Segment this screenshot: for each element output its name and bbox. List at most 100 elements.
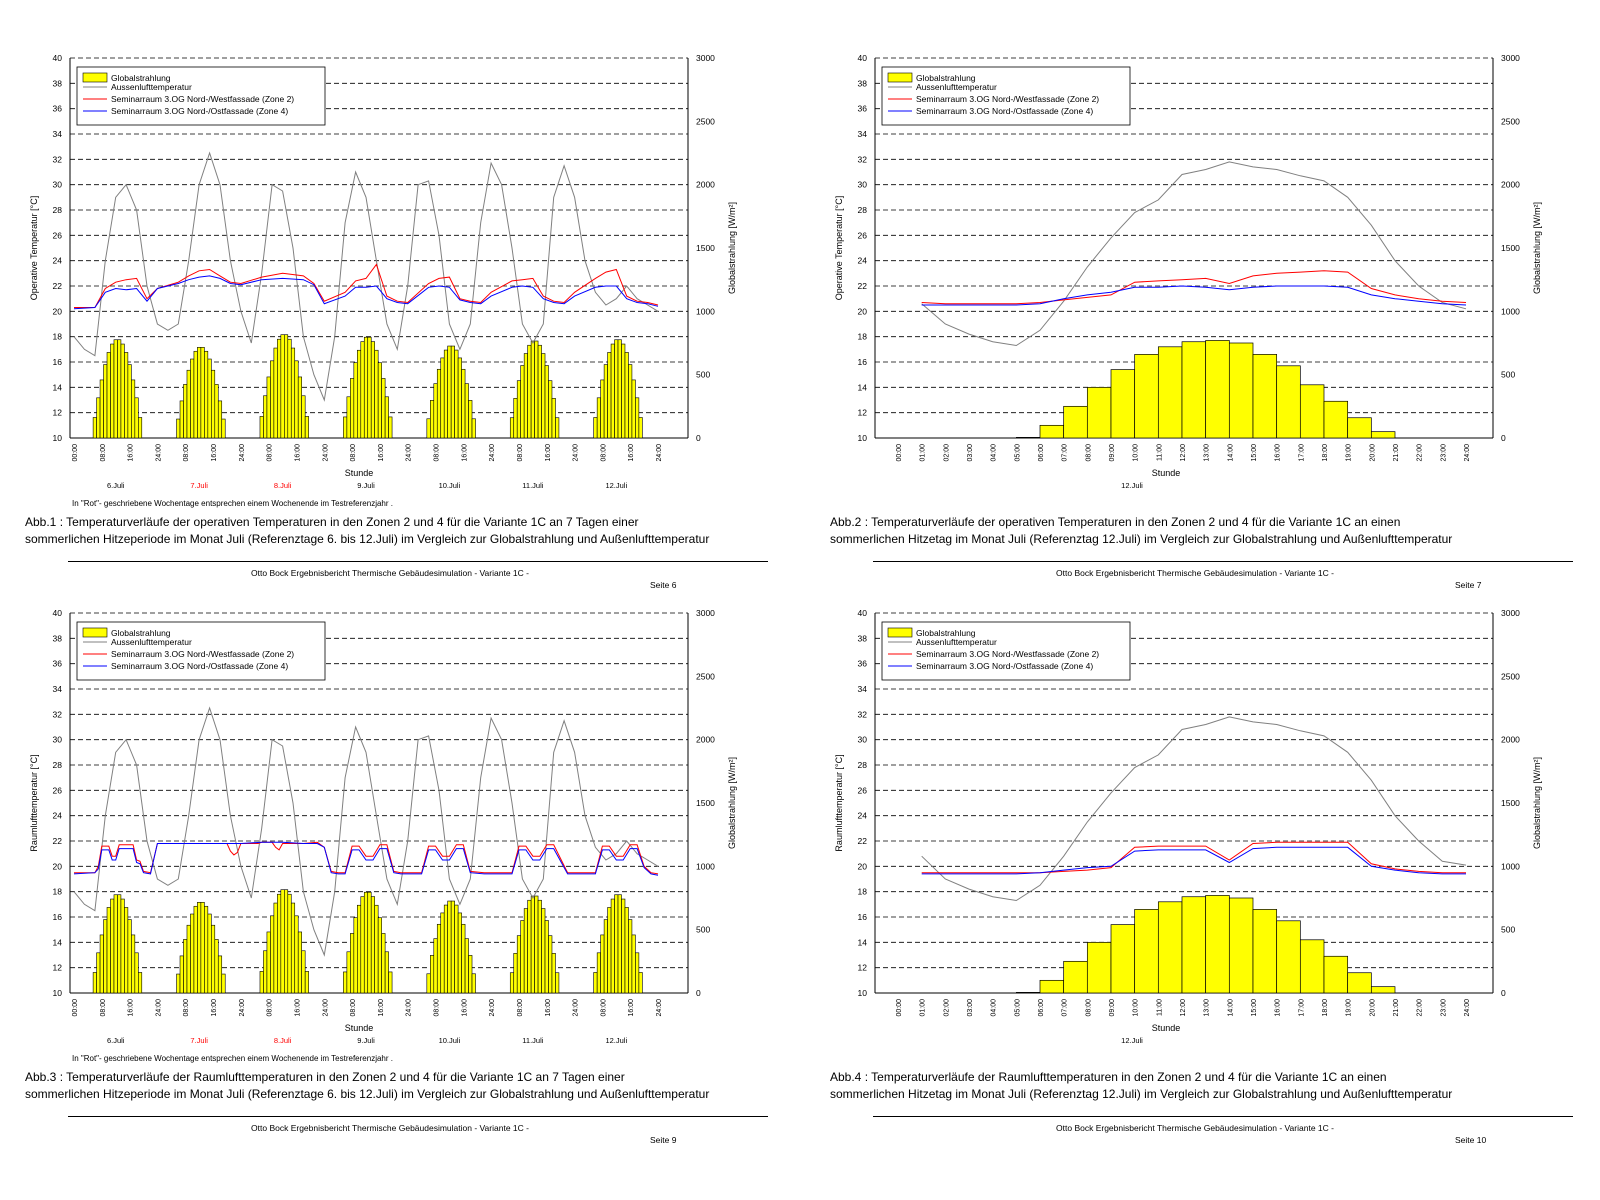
x-tick-label: 00:00 xyxy=(896,999,903,1017)
y-left-axis-title: Raumlufttemperatur [°C] xyxy=(834,754,844,851)
footer-text: Otto Bock Ergebnisbericht Thermische Geb… xyxy=(1056,1123,1334,1133)
radiation-bar xyxy=(617,894,622,994)
y-left-tick-label: 26 xyxy=(53,785,63,795)
y-right-tick-label: 3000 xyxy=(1501,608,1520,618)
radiation-bar xyxy=(516,380,521,439)
radiation-bar xyxy=(1110,369,1136,439)
day-label: 7.Juli xyxy=(190,481,208,490)
radiation-bar xyxy=(555,417,560,439)
y-right-tick-label: 0 xyxy=(1501,988,1506,998)
radiation-bar xyxy=(346,951,351,994)
radiation-bar xyxy=(377,362,382,439)
caption-line-2: sommerlichen Hitzetag im Monat Juli (Ref… xyxy=(830,1087,1453,1101)
radiation-bar xyxy=(301,950,306,994)
radiation-bar xyxy=(301,395,306,439)
x-tick-label: 00:00 xyxy=(72,444,79,462)
x-axis-title: Stunde xyxy=(345,1023,374,1033)
radiation-bar xyxy=(190,358,195,439)
radiation-bar xyxy=(1015,992,1041,994)
radiation-bar xyxy=(363,336,369,439)
radiation-bar xyxy=(92,417,97,439)
radiation-bar xyxy=(1063,405,1088,439)
x-tick-label: 24:00 xyxy=(406,999,413,1017)
y-left-tick-label: 40 xyxy=(858,53,868,63)
x-tick-label: 24:00 xyxy=(155,999,162,1017)
radiation-bar xyxy=(464,383,469,439)
x-tick-label: 24:00 xyxy=(239,999,246,1017)
radiation-bar xyxy=(343,971,348,994)
x-tick-label: 15:00 xyxy=(1251,999,1258,1017)
day-label: 7.Juli xyxy=(190,1036,208,1045)
page-number: Seite 7 xyxy=(1455,580,1482,590)
x-tick-label: 08:00 xyxy=(600,444,607,462)
y-left-tick-label: 28 xyxy=(53,205,63,215)
radiation-bar xyxy=(1181,896,1207,994)
radiation-bar xyxy=(628,364,633,439)
radiation-bar xyxy=(127,919,132,994)
radiation-bar xyxy=(211,924,216,994)
x-tick-label: 08:00 xyxy=(183,444,190,462)
y-left-tick-label: 16 xyxy=(53,912,63,922)
radiation-bar xyxy=(1134,354,1159,439)
radiation-bar xyxy=(468,400,473,439)
radiation-bar xyxy=(204,905,209,994)
radiation-bar xyxy=(384,951,389,994)
legend-label-global: Globalstrahlung xyxy=(916,628,976,638)
x-tick-label: 24:00 xyxy=(573,999,580,1017)
x-tick-label: 16:00 xyxy=(545,444,552,462)
y-right-tick-label: 3000 xyxy=(696,53,715,63)
x-tick-label: 15:00 xyxy=(1251,444,1258,462)
radiation-bar xyxy=(263,395,268,439)
day-label: 9.Juli xyxy=(357,481,375,490)
x-tick-label: 14:00 xyxy=(1227,444,1234,462)
x-tick-label: 16:00 xyxy=(628,999,635,1017)
radiation-bar xyxy=(551,953,556,994)
y-left-tick-label: 40 xyxy=(53,608,63,618)
x-tick-label: 17:00 xyxy=(1298,999,1305,1017)
radiation-bar xyxy=(638,972,643,994)
radiation-bar xyxy=(614,339,619,439)
radiation-bar xyxy=(200,901,205,994)
x-tick-label: 08:00 xyxy=(1085,999,1092,1017)
y-right-tick-label: 1500 xyxy=(1501,798,1520,808)
radiation-bar xyxy=(363,891,369,994)
x-tick-label: 21:00 xyxy=(1393,444,1400,462)
legend-label-zone2: Seminarraum 3.OG Nord-/Westfassade (Zone… xyxy=(111,94,294,104)
radiation-bar xyxy=(631,379,636,439)
radiation-bar xyxy=(346,396,351,439)
legend-label-zone4: Seminarraum 3.OG Nord-/Ostfassade (Zone … xyxy=(916,661,1093,671)
radiation-bar xyxy=(607,352,612,439)
legend-label-zone4: Seminarraum 3.OG Nord-/Ostfassade (Zone … xyxy=(111,106,288,116)
x-tick-label: 24:00 xyxy=(489,444,496,462)
footer-separator xyxy=(68,1116,768,1117)
day-label: 12.Juli xyxy=(605,481,627,490)
radiation-bar xyxy=(436,368,442,439)
radiation-bar xyxy=(426,418,431,439)
radiation-bar xyxy=(221,418,226,439)
radiation-bar xyxy=(124,352,129,439)
y-left-tick-label: 36 xyxy=(53,659,63,669)
legend-swatch-global xyxy=(887,72,913,83)
caption-line-1: Abb.1 : Temperaturverläufe der operative… xyxy=(25,515,639,529)
radiation-bar xyxy=(516,935,521,994)
radiation-bar xyxy=(270,915,275,994)
radiation-bar xyxy=(273,902,278,994)
radiation-bar xyxy=(117,894,122,994)
x-tick-label: 02:00 xyxy=(943,999,950,1017)
radiation-bar xyxy=(1015,437,1041,439)
radiation-bar xyxy=(1205,340,1230,439)
x-tick-label: 02:00 xyxy=(943,444,950,462)
radiation-bar xyxy=(277,338,282,439)
radiation-bar xyxy=(624,907,629,994)
radiation-bar xyxy=(1157,901,1183,994)
radiation-bar xyxy=(544,920,549,994)
y-left-tick-label: 24 xyxy=(858,256,868,266)
day-label: 6.Juli xyxy=(107,1036,125,1045)
radiation-bar xyxy=(1181,341,1207,439)
y-left-tick-label: 28 xyxy=(858,205,868,215)
y-right-tick-label: 1000 xyxy=(1501,861,1520,871)
radiation-bar xyxy=(294,915,299,994)
series-line-aussen xyxy=(921,161,1467,347)
series-line-zone4 xyxy=(921,285,1467,306)
